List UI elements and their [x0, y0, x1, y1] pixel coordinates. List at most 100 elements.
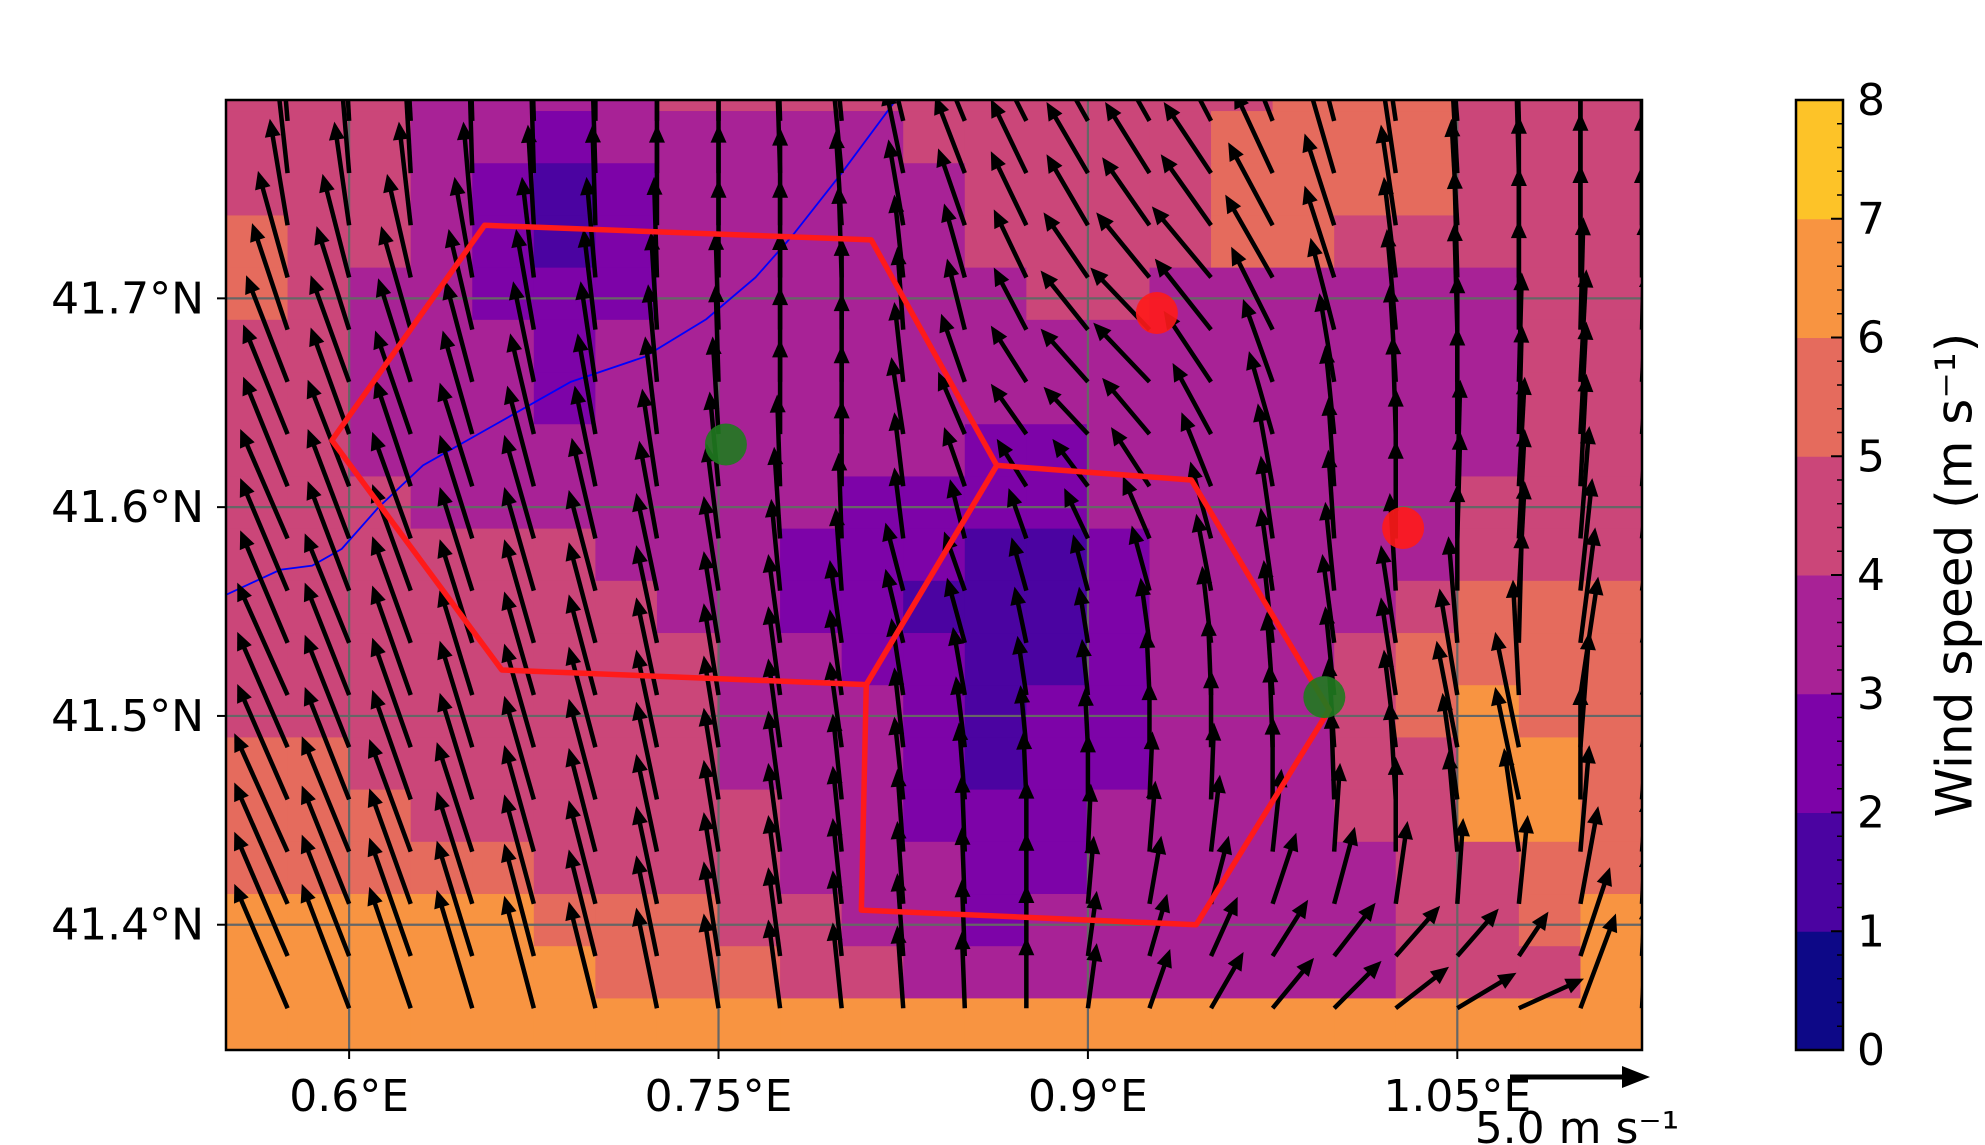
wind-vector-head	[1572, 8, 1588, 26]
wind-vector	[309, 275, 352, 383]
wind-vector-shaft	[832, 781, 844, 852]
hexagon-outlines	[329, 222, 1332, 928]
wind-vector	[1316, 554, 1337, 644]
wind-vector-shaft	[1455, 919, 1490, 958]
wind-vector-shaft	[1578, 493, 1593, 591]
wind-vector-shaft	[238, 897, 290, 1010]
wind-vector-shaft	[893, 682, 906, 748]
wind-vector-head	[993, 267, 1010, 288]
wind-vector-head	[245, 275, 261, 295]
wind-vector-head	[1246, 351, 1262, 371]
wind-vector-head	[1634, 8, 1650, 26]
wind-vector	[1639, 575, 1642, 591]
heatmap-cell	[1088, 0, 1150, 7]
heatmap-cell	[1518, 997, 1582, 1050]
wind-vector	[634, 440, 660, 539]
heatmap-cell	[1518, 789, 1582, 842]
heatmap-cell	[534, 0, 596, 7]
wind-vector-shaft	[768, 778, 783, 852]
wind-vector	[942, 427, 967, 488]
wind-vector-shaft	[506, 449, 536, 540]
wind-vector-shaft	[305, 898, 352, 1010]
wind-vector	[1491, 686, 1522, 800]
wind-vector-head	[250, 223, 266, 243]
heatmap-cell	[1211, 6, 1273, 59]
wind-vector-shaft	[375, 652, 413, 748]
wind-vector-head	[879, 35, 895, 54]
wind-vector-shaft	[829, 575, 844, 644]
wind-vector-head	[1665, 577, 1680, 597]
wind-vector	[575, 281, 598, 383]
y-tick-label: 41.7°N	[51, 273, 204, 324]
wind-vector	[1160, 154, 1213, 227]
heatmap-cell	[903, 6, 965, 59]
wind-vector-shaft	[313, 341, 352, 435]
wind-vector	[370, 689, 413, 801]
wind-vector	[1135, 100, 1152, 122]
wind-vector-head	[1434, 588, 1451, 608]
colorbar-swatch	[1796, 337, 1843, 457]
heatmap-cell	[410, 100, 473, 112]
heatmap-cell	[718, 110, 781, 164]
heatmap-cell	[1149, 162, 1212, 216]
heatmap-cell	[1457, 100, 1520, 112]
wind-vector-shaft	[704, 618, 721, 696]
wind-vector-shaft	[311, 495, 352, 592]
wind-vector-shaft	[998, 222, 1029, 279]
heatmap-cell	[656, 267, 720, 320]
wind-vector-head	[1173, 47, 1188, 67]
wind-vector-head	[649, 72, 665, 90]
wind-vector	[1043, 212, 1090, 279]
wind-vector-head	[1154, 258, 1173, 278]
wind-vector-head	[1122, 476, 1138, 496]
heatmap-cell	[1642, 0, 1704, 7]
wind-vector-head	[1228, 142, 1244, 163]
wind-vector-shaft	[1208, 790, 1221, 852]
wind-vector-head	[944, 577, 960, 598]
wind-vector	[1639, 755, 1642, 852]
wind-vector-head	[587, 20, 603, 38]
site-marker	[1135, 291, 1178, 334]
wind-vector-shaft	[644, 351, 660, 435]
wind-vector-shaft	[1011, 502, 1029, 540]
wind-vector-head	[632, 806, 648, 826]
wind-vector	[1307, 237, 1337, 331]
wind-vector-shaft	[834, 523, 844, 591]
wind-vector-head	[237, 582, 252, 603]
wind-vector-head	[934, 100, 950, 116]
wind-vector	[1102, 377, 1152, 436]
x-tick-label: 0.9°E	[1028, 1071, 1148, 1122]
heatmap-cell	[780, 997, 843, 1050]
wind-vector-head	[996, 438, 1014, 459]
wind-vector	[1013, 100, 1029, 122]
wind-vector	[1151, 206, 1213, 279]
heatmap-cell	[1211, 0, 1273, 7]
wind-vector	[504, 385, 537, 487]
wind-vector	[1261, 100, 1275, 122]
heatmap-cell	[1334, 100, 1397, 112]
wind-vector	[367, 837, 413, 957]
heatmap-cell	[1518, 736, 1582, 790]
wind-vector-shaft	[1516, 444, 1527, 539]
wind-vector-shaft	[1332, 970, 1372, 1010]
heatmap-cell	[1395, 319, 1458, 373]
wind-vector-head	[824, 559, 841, 579]
heatmap-cell	[1580, 0, 1642, 7]
heatmap-cell	[1272, 214, 1335, 268]
wind-vector	[1147, 893, 1170, 957]
wind-vector-head	[1225, 194, 1242, 215]
wind-vector	[762, 919, 783, 1009]
wind-vector-head	[434, 889, 450, 910]
wind-vector	[383, 173, 413, 278]
wind-vector	[1453, 100, 1460, 122]
wind-vector	[1128, 525, 1152, 592]
colorbar-swatch	[1796, 218, 1843, 338]
heatmap-cell	[1087, 789, 1151, 842]
wind-vector-head	[698, 603, 715, 623]
wind-vector	[1639, 735, 1642, 748]
wind-vector-head	[1587, 576, 1604, 596]
wind-vector	[306, 428, 352, 540]
wind-vector	[881, 100, 906, 174]
heatmap-cell	[1149, 736, 1212, 790]
heatmap-cell	[1642, 737, 1704, 790]
